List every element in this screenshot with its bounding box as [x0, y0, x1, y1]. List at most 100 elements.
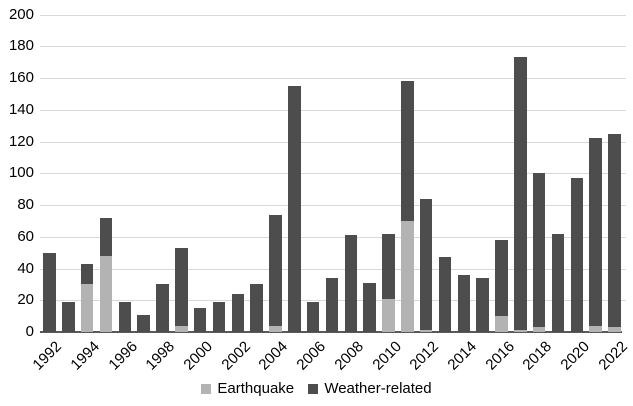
bar-2013 [438, 257, 452, 332]
y-tick-label: 100 [8, 164, 34, 181]
legend-label: Weather-related [324, 380, 432, 397]
y-tick-label: 60 [17, 228, 34, 245]
legend-swatch-earthquake [201, 383, 212, 394]
bar-segment-earthquake [80, 284, 94, 332]
x-tick-label: 2010 [368, 338, 405, 374]
gridline [40, 205, 626, 206]
bar-2016 [495, 239, 508, 332]
bar-2022 [608, 133, 621, 332]
bar-segment-earthquake [175, 325, 188, 332]
bar-segment-weather-related [608, 133, 621, 328]
y-tick-label: 0 [25, 323, 34, 340]
gridline [40, 173, 626, 174]
gridline [40, 46, 626, 47]
gridline [40, 78, 626, 79]
gridline [40, 237, 626, 238]
x-tick-label: 1998 [142, 338, 179, 374]
bar-segment-weather-related [62, 301, 75, 332]
bar-segment-weather-related [99, 217, 113, 256]
bar-segment-weather-related [382, 233, 395, 299]
bar-segment-weather-related [438, 257, 452, 332]
bar-segment-earthquake [99, 255, 113, 332]
bar-2015 [476, 278, 489, 332]
bar-segment-earthquake [419, 330, 433, 332]
y-tick-label: 160 [8, 69, 34, 86]
x-tick-label: 2012 [406, 338, 443, 374]
x-tick-label: 1994 [67, 338, 104, 374]
bar-segment-weather-related [401, 81, 414, 221]
bar-segment-weather-related [344, 235, 358, 332]
x-tick-label: 2000 [180, 338, 217, 374]
bar-2021 [589, 138, 602, 332]
bar-segment-weather-related [532, 173, 546, 328]
bar-segment-weather-related [306, 301, 320, 332]
legend: Earthquake Weather-related [0, 380, 633, 398]
bar-1999 [175, 247, 188, 332]
x-tick-label: 2018 [519, 338, 556, 374]
bar-1995 [99, 217, 113, 332]
bar-segment-weather-related [495, 239, 508, 317]
bar-2005 [288, 85, 301, 332]
bar-segment-earthquake [495, 316, 508, 332]
y-tick-label: 120 [8, 133, 34, 150]
bar-segment-weather-related [175, 247, 188, 326]
y-tick-label: 40 [17, 260, 34, 277]
bar-segment-weather-related [156, 284, 169, 332]
bar-1994 [80, 263, 94, 332]
x-tick-label: 2004 [255, 338, 292, 374]
bar-2012 [419, 198, 433, 332]
x-tick-label: 1996 [105, 338, 141, 374]
bar-1993 [62, 301, 75, 332]
gridline [40, 142, 626, 143]
bar-2002 [231, 293, 245, 332]
bar-segment-weather-related [514, 57, 527, 331]
gridline [40, 269, 626, 270]
bar-1992 [43, 252, 56, 332]
bar-segment-weather-related [325, 278, 339, 332]
bar-2019 [551, 233, 565, 332]
bar-2004 [269, 214, 282, 332]
bar-2000 [193, 308, 207, 332]
bar-2009 [363, 282, 376, 332]
bar-2003 [250, 284, 263, 332]
bar-2008 [344, 235, 358, 332]
bar-segment-earthquake [382, 298, 395, 332]
bar-2014 [457, 274, 471, 332]
bar-segment-weather-related [589, 138, 602, 326]
x-axis-line [40, 331, 622, 333]
bar-segment-weather-related [231, 293, 245, 332]
bar-segment-weather-related [137, 314, 150, 332]
bar-1998 [156, 284, 169, 332]
bar-segment-weather-related [570, 178, 584, 332]
bar-2006 [306, 301, 320, 332]
bar-segment-earthquake [269, 325, 282, 332]
bar-2007 [325, 278, 339, 332]
bar-2001 [212, 301, 226, 332]
bar-segment-earthquake [532, 327, 546, 332]
bar-2017 [514, 57, 527, 332]
bar-segment-weather-related [193, 308, 207, 332]
x-tick-label: 1992 [29, 338, 66, 374]
bar-segment-weather-related [118, 301, 132, 332]
bar-segment-weather-related [80, 263, 94, 285]
bar-segment-weather-related [551, 233, 565, 332]
bar-segment-earthquake [589, 325, 602, 332]
x-tick-label: 2002 [218, 338, 254, 374]
bar-2010 [382, 233, 395, 332]
y-tick-label: 20 [17, 291, 34, 308]
y-tick-label: 180 [8, 37, 34, 54]
bar-segment-weather-related [288, 85, 301, 332]
x-tick-label: 2022 [594, 338, 631, 374]
x-tick-label: 2006 [293, 338, 330, 374]
legend-swatch-weather-related [308, 383, 319, 394]
x-tick-label: 2020 [557, 338, 593, 374]
gridline [40, 110, 626, 111]
bar-1997 [137, 314, 150, 332]
legend-item-weather-related: Weather-related [308, 380, 432, 397]
bar-segment-earthquake [514, 330, 527, 332]
bar-segment-weather-related [269, 214, 282, 326]
y-tick-label: 140 [8, 101, 34, 118]
bar-segment-weather-related [250, 284, 263, 332]
bar-segment-earthquake [401, 220, 414, 332]
